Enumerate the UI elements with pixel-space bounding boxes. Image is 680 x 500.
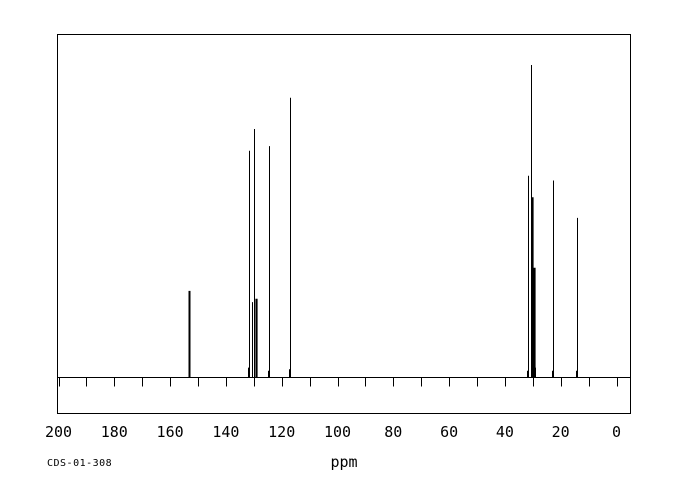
x-axis-tick-label: 80 bbox=[384, 423, 402, 441]
x-axis-tick-label: 160 bbox=[157, 423, 184, 441]
plot-frame bbox=[57, 34, 631, 414]
x-axis-tick-label: 180 bbox=[101, 423, 128, 441]
x-axis-tick-label: 0 bbox=[612, 423, 621, 441]
x-axis-tick-labels: 200 180 160 140 120 100 80 60 40 20 0 bbox=[45, 423, 621, 441]
sample-id-label: CDS-01-308 bbox=[47, 458, 112, 469]
x-axis-tick-label: 120 bbox=[268, 423, 295, 441]
x-axis-tick-label: 20 bbox=[552, 423, 570, 441]
x-axis-tick-label: 140 bbox=[212, 423, 239, 441]
spectrum-trace bbox=[188, 65, 578, 377]
x-axis-ticks bbox=[59, 377, 618, 387]
x-axis-tick-label: 60 bbox=[440, 423, 458, 441]
x-axis-tick-label: 40 bbox=[496, 423, 514, 441]
x-axis-tick-label: 100 bbox=[324, 423, 351, 441]
x-axis-tick-label: 200 bbox=[45, 423, 72, 441]
x-axis-title: ppm bbox=[330, 453, 357, 471]
